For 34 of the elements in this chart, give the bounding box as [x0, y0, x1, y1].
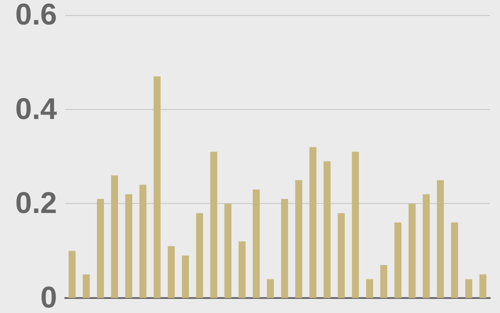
bar — [96, 198, 104, 298]
bar — [465, 279, 472, 298]
bar — [168, 246, 175, 298]
bar — [380, 264, 388, 298]
bar — [366, 279, 374, 298]
bar — [82, 274, 90, 298]
bar — [252, 190, 260, 298]
bar — [111, 175, 118, 298]
bar — [281, 198, 288, 298]
y-tick-label: 0.6 — [15, 0, 57, 32]
bar — [324, 161, 331, 298]
bar — [68, 250, 76, 298]
bar — [408, 204, 416, 298]
bar — [422, 194, 430, 298]
y-tick-label: 0.4 — [15, 92, 58, 126]
bar — [266, 279, 274, 298]
bar — [309, 147, 316, 298]
bar — [210, 152, 218, 298]
bar — [479, 274, 486, 298]
y-tick-label: 0.2 — [15, 187, 57, 220]
bar — [338, 213, 345, 298]
bar — [238, 241, 246, 298]
bar — [196, 213, 204, 298]
bar — [436, 180, 444, 298]
bar — [451, 222, 458, 298]
bar — [394, 222, 402, 298]
bar — [139, 184, 146, 298]
bar — [125, 194, 132, 298]
bar — [295, 180, 302, 298]
y-tick-label: 0 — [40, 282, 57, 313]
bar — [182, 256, 189, 298]
bar — [154, 76, 161, 298]
bar — [352, 152, 359, 298]
bar — [224, 204, 232, 298]
